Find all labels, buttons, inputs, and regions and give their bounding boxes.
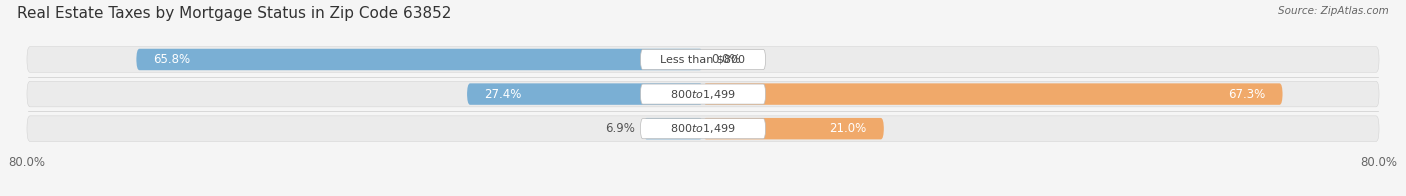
FancyBboxPatch shape <box>641 119 765 139</box>
Text: 0.0%: 0.0% <box>711 53 741 66</box>
Text: Less than $800: Less than $800 <box>661 54 745 64</box>
FancyBboxPatch shape <box>703 118 884 139</box>
FancyBboxPatch shape <box>27 47 1379 72</box>
FancyBboxPatch shape <box>641 84 765 104</box>
Text: 67.3%: 67.3% <box>1227 88 1265 101</box>
Text: 6.9%: 6.9% <box>605 122 636 135</box>
FancyBboxPatch shape <box>27 81 1379 107</box>
Text: 21.0%: 21.0% <box>830 122 866 135</box>
FancyBboxPatch shape <box>467 83 703 105</box>
FancyBboxPatch shape <box>644 118 703 139</box>
Text: $800 to $1,499: $800 to $1,499 <box>671 122 735 135</box>
FancyBboxPatch shape <box>136 49 703 70</box>
FancyBboxPatch shape <box>703 83 1282 105</box>
Text: 27.4%: 27.4% <box>484 88 522 101</box>
FancyBboxPatch shape <box>641 49 765 70</box>
Text: $800 to $1,499: $800 to $1,499 <box>671 88 735 101</box>
FancyBboxPatch shape <box>27 116 1379 142</box>
Text: Source: ZipAtlas.com: Source: ZipAtlas.com <box>1278 6 1389 16</box>
Text: 65.8%: 65.8% <box>153 53 191 66</box>
Text: Real Estate Taxes by Mortgage Status in Zip Code 63852: Real Estate Taxes by Mortgage Status in … <box>17 6 451 21</box>
